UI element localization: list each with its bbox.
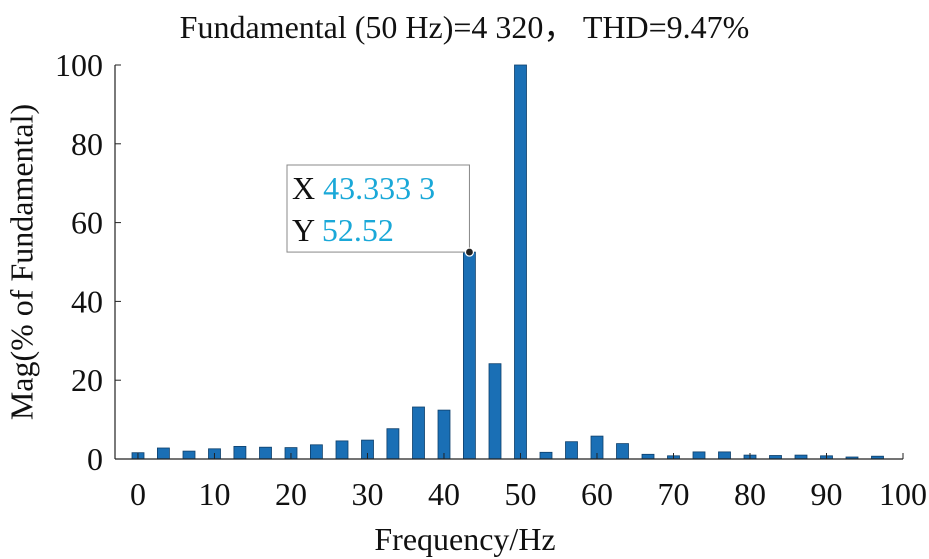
bar — [156, 447, 170, 460]
bar — [514, 64, 527, 460]
bar — [488, 363, 502, 460]
axes — [114, 65, 903, 460]
x-tick-label: 60 — [581, 476, 613, 512]
x-ticks: 0 10 20 30 40 50 60 70 80 90 100 — [130, 453, 927, 512]
chart-title: Fundamental (50 Hz)=4 320， THD=9.47% — [179, 9, 750, 45]
y-tick-label: 60 — [71, 205, 103, 241]
x-tick-label: 30 — [351, 476, 383, 512]
x-tick-label: 40 — [428, 476, 460, 512]
y-tick-label: 20 — [71, 362, 103, 398]
datatip-marker — [464, 247, 475, 257]
bar — [718, 451, 731, 460]
x-tick-label: 70 — [657, 476, 689, 512]
datatip-x-row: X 43.333 3 — [292, 170, 435, 206]
bar — [437, 409, 451, 460]
bar — [412, 406, 425, 460]
bar — [386, 428, 400, 460]
bar — [616, 443, 629, 460]
bar — [309, 444, 323, 460]
bar — [335, 440, 349, 460]
x-tick-label: 80 — [734, 476, 766, 512]
x-tick-label: 0 — [130, 476, 146, 512]
bar — [565, 441, 578, 460]
x-tick-label: 20 — [275, 476, 307, 512]
x-tick-label: 90 — [810, 476, 842, 512]
datatip[interactable]: X 43.333 3 Y 52.52 — [286, 164, 475, 257]
bar — [182, 450, 196, 460]
x-tick-label: 50 — [504, 476, 536, 512]
bar — [539, 451, 553, 460]
x-tick-label: 100 — [879, 476, 927, 512]
y-ticks: 0 20 40 60 80 100 — [55, 47, 121, 477]
y-tick-label: 40 — [71, 283, 103, 319]
y-tick-label: 80 — [71, 126, 103, 162]
y-tick-label: 0 — [87, 441, 103, 477]
y-tick-label: 100 — [55, 47, 103, 83]
bar — [462, 251, 476, 460]
bar — [233, 445, 247, 460]
bar — [692, 451, 706, 460]
bar-series — [131, 64, 884, 460]
bar — [641, 453, 655, 460]
x-axis-label: Frequency/Hz — [374, 521, 556, 557]
datatip-box — [286, 164, 470, 253]
datatip-y-row: Y 52.52 — [292, 212, 394, 248]
bar — [259, 446, 272, 460]
y-axis-label: Mag(% of Fundamental) — [3, 103, 40, 421]
x-tick-label: 10 — [198, 476, 230, 512]
